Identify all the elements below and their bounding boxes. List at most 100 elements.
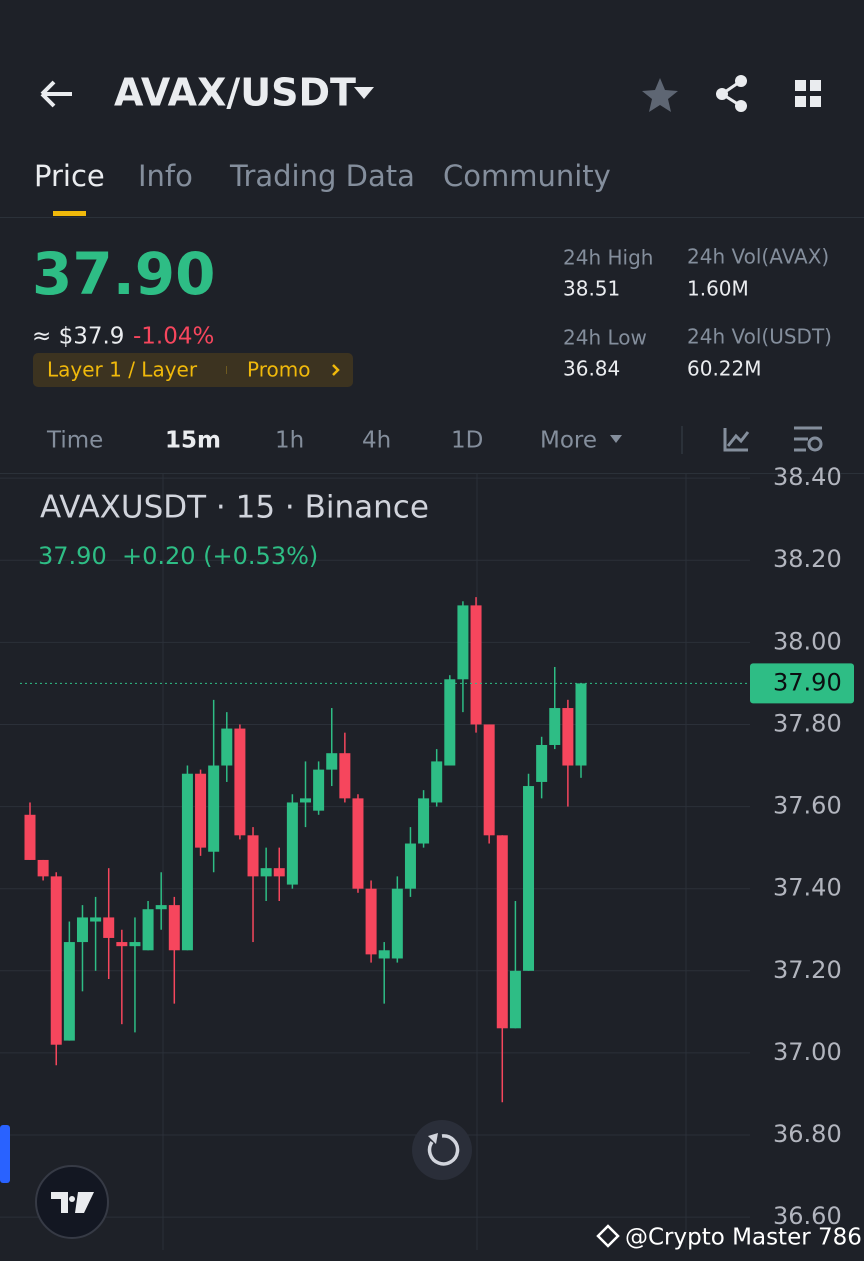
stat-value: 36.84: [563, 357, 620, 381]
candle-body: [181, 773, 193, 951]
watermark-logo: [596, 1224, 620, 1248]
legend-close: 37.90: [38, 542, 107, 570]
candle-body: [457, 605, 469, 680]
promo-arrow: [332, 364, 340, 376]
tab[interactable]: Price: [34, 159, 105, 193]
interval[interactable]: 4h: [362, 428, 391, 454]
candle-body: [418, 798, 430, 844]
y-tick-label: 36.60: [773, 1202, 842, 1230]
side-handle[interactable]: [0, 1125, 10, 1183]
more-dropdown[interactable]: [610, 435, 622, 443]
candle-body: [247, 835, 259, 877]
reset-icon-arrow: [428, 1133, 438, 1144]
candle-body: [24, 814, 36, 860]
candle-body: [90, 917, 102, 922]
stat-value: 38.51: [563, 277, 620, 301]
tab[interactable]: Info: [138, 159, 193, 193]
candle-body: [103, 917, 115, 938]
watermark: @Crypto Master 786: [625, 1225, 862, 1251]
interval[interactable]: Time: [46, 428, 103, 454]
indicator-icon[interactable]: [723, 428, 750, 452]
promo[interactable]: Promo: [247, 358, 310, 382]
tab[interactable]: Trading Data: [229, 159, 415, 193]
plot: 38.40 38.20 38.00 37.80 37.60 37.40 37.20 37.00…: [0, 463, 854, 1230]
divider: [0, 473, 864, 474]
candle-body: [208, 765, 220, 852]
pair-dropdown[interactable]: [354, 87, 374, 99]
candle-body: [155, 905, 167, 910]
candle-body: [444, 679, 456, 766]
stat-label: 24h Vol(AVAX): [687, 245, 829, 269]
tag[interactable]: Layer 1 / Layer: [47, 358, 198, 382]
tab-indicator: [53, 211, 86, 216]
candle-body: [470, 605, 482, 725]
stat-value: 1.60M: [687, 277, 749, 301]
interval[interactable]: 1h: [275, 428, 304, 454]
candle-body: [76, 917, 88, 943]
candle-body: [536, 744, 548, 782]
candle-body: [129, 942, 141, 947]
candle-body: [168, 905, 180, 951]
candle-body: [50, 876, 62, 1045]
interval[interactable]: More: [540, 428, 597, 454]
y-tick-label: 38.20: [773, 545, 842, 573]
interval[interactable]: 15m: [165, 428, 221, 454]
reset-icon: [427, 1134, 460, 1166]
candle-body: [37, 859, 49, 877]
candle-body: [286, 802, 298, 885]
candle-body: [575, 683, 587, 766]
legend-change: +0.20 (+0.53%): [122, 542, 318, 570]
candle-body: [234, 728, 246, 836]
candle-body: [391, 888, 403, 959]
divider: [0, 217, 864, 218]
stat-label: 24h Low: [563, 326, 647, 350]
share-icon[interactable]: [716, 75, 747, 112]
candle-body: [326, 753, 338, 770]
candle-body: [313, 769, 325, 811]
candle-body: [549, 708, 561, 745]
candle-body: [221, 728, 233, 766]
tradingview-dot: [69, 1196, 75, 1202]
candle-body: [378, 950, 390, 959]
last-price-box: [750, 663, 854, 704]
y-tick-label: 37.40: [773, 874, 842, 902]
stat-label: 24h High: [563, 246, 653, 270]
reset-button[interactable]: [412, 1120, 472, 1180]
grid-menu-icon[interactable]: [795, 80, 821, 107]
tag-box[interactable]: [33, 353, 353, 387]
divider: [681, 426, 683, 454]
candle-body: [339, 753, 351, 799]
y-tick-label: 37.80: [773, 709, 842, 737]
last-price-label: 37.90: [773, 668, 842, 696]
stat-label: 24h Vol(USDT): [687, 325, 832, 349]
candle-body: [142, 909, 154, 951]
candle-body: [404, 843, 416, 889]
candle-body: [116, 942, 128, 947]
y-tick-label: 37.20: [773, 956, 842, 984]
price-change: -1.04%: [133, 324, 214, 350]
candle-body: [523, 786, 535, 971]
interval[interactable]: 1D: [451, 428, 483, 454]
candle-body: [273, 868, 285, 877]
favorite-icon[interactable]: [642, 78, 678, 112]
candle-body: [365, 888, 377, 955]
y-tick-label: 36.80: [773, 1120, 842, 1148]
candle-body: [483, 724, 495, 836]
tradingview-mark: [51, 1192, 94, 1213]
y-tick-label: 38.00: [773, 627, 842, 655]
candle-body: [509, 970, 521, 1029]
candle-body: [352, 798, 364, 889]
candle-body: [496, 835, 508, 1029]
back-button[interactable]: [40, 80, 72, 108]
pair-title[interactable]: AVAX/USDT: [114, 71, 356, 115]
last-price: 37.90: [32, 240, 215, 308]
chart-title: AVAXUSDT · 15 · Binance: [40, 490, 429, 526]
tab[interactable]: Community: [443, 159, 611, 193]
candle-body: [260, 868, 272, 877]
stat-value: 60.22M: [687, 357, 762, 381]
candle-body: [300, 798, 311, 803]
chart-settings-icon[interactable]: [794, 426, 823, 452]
